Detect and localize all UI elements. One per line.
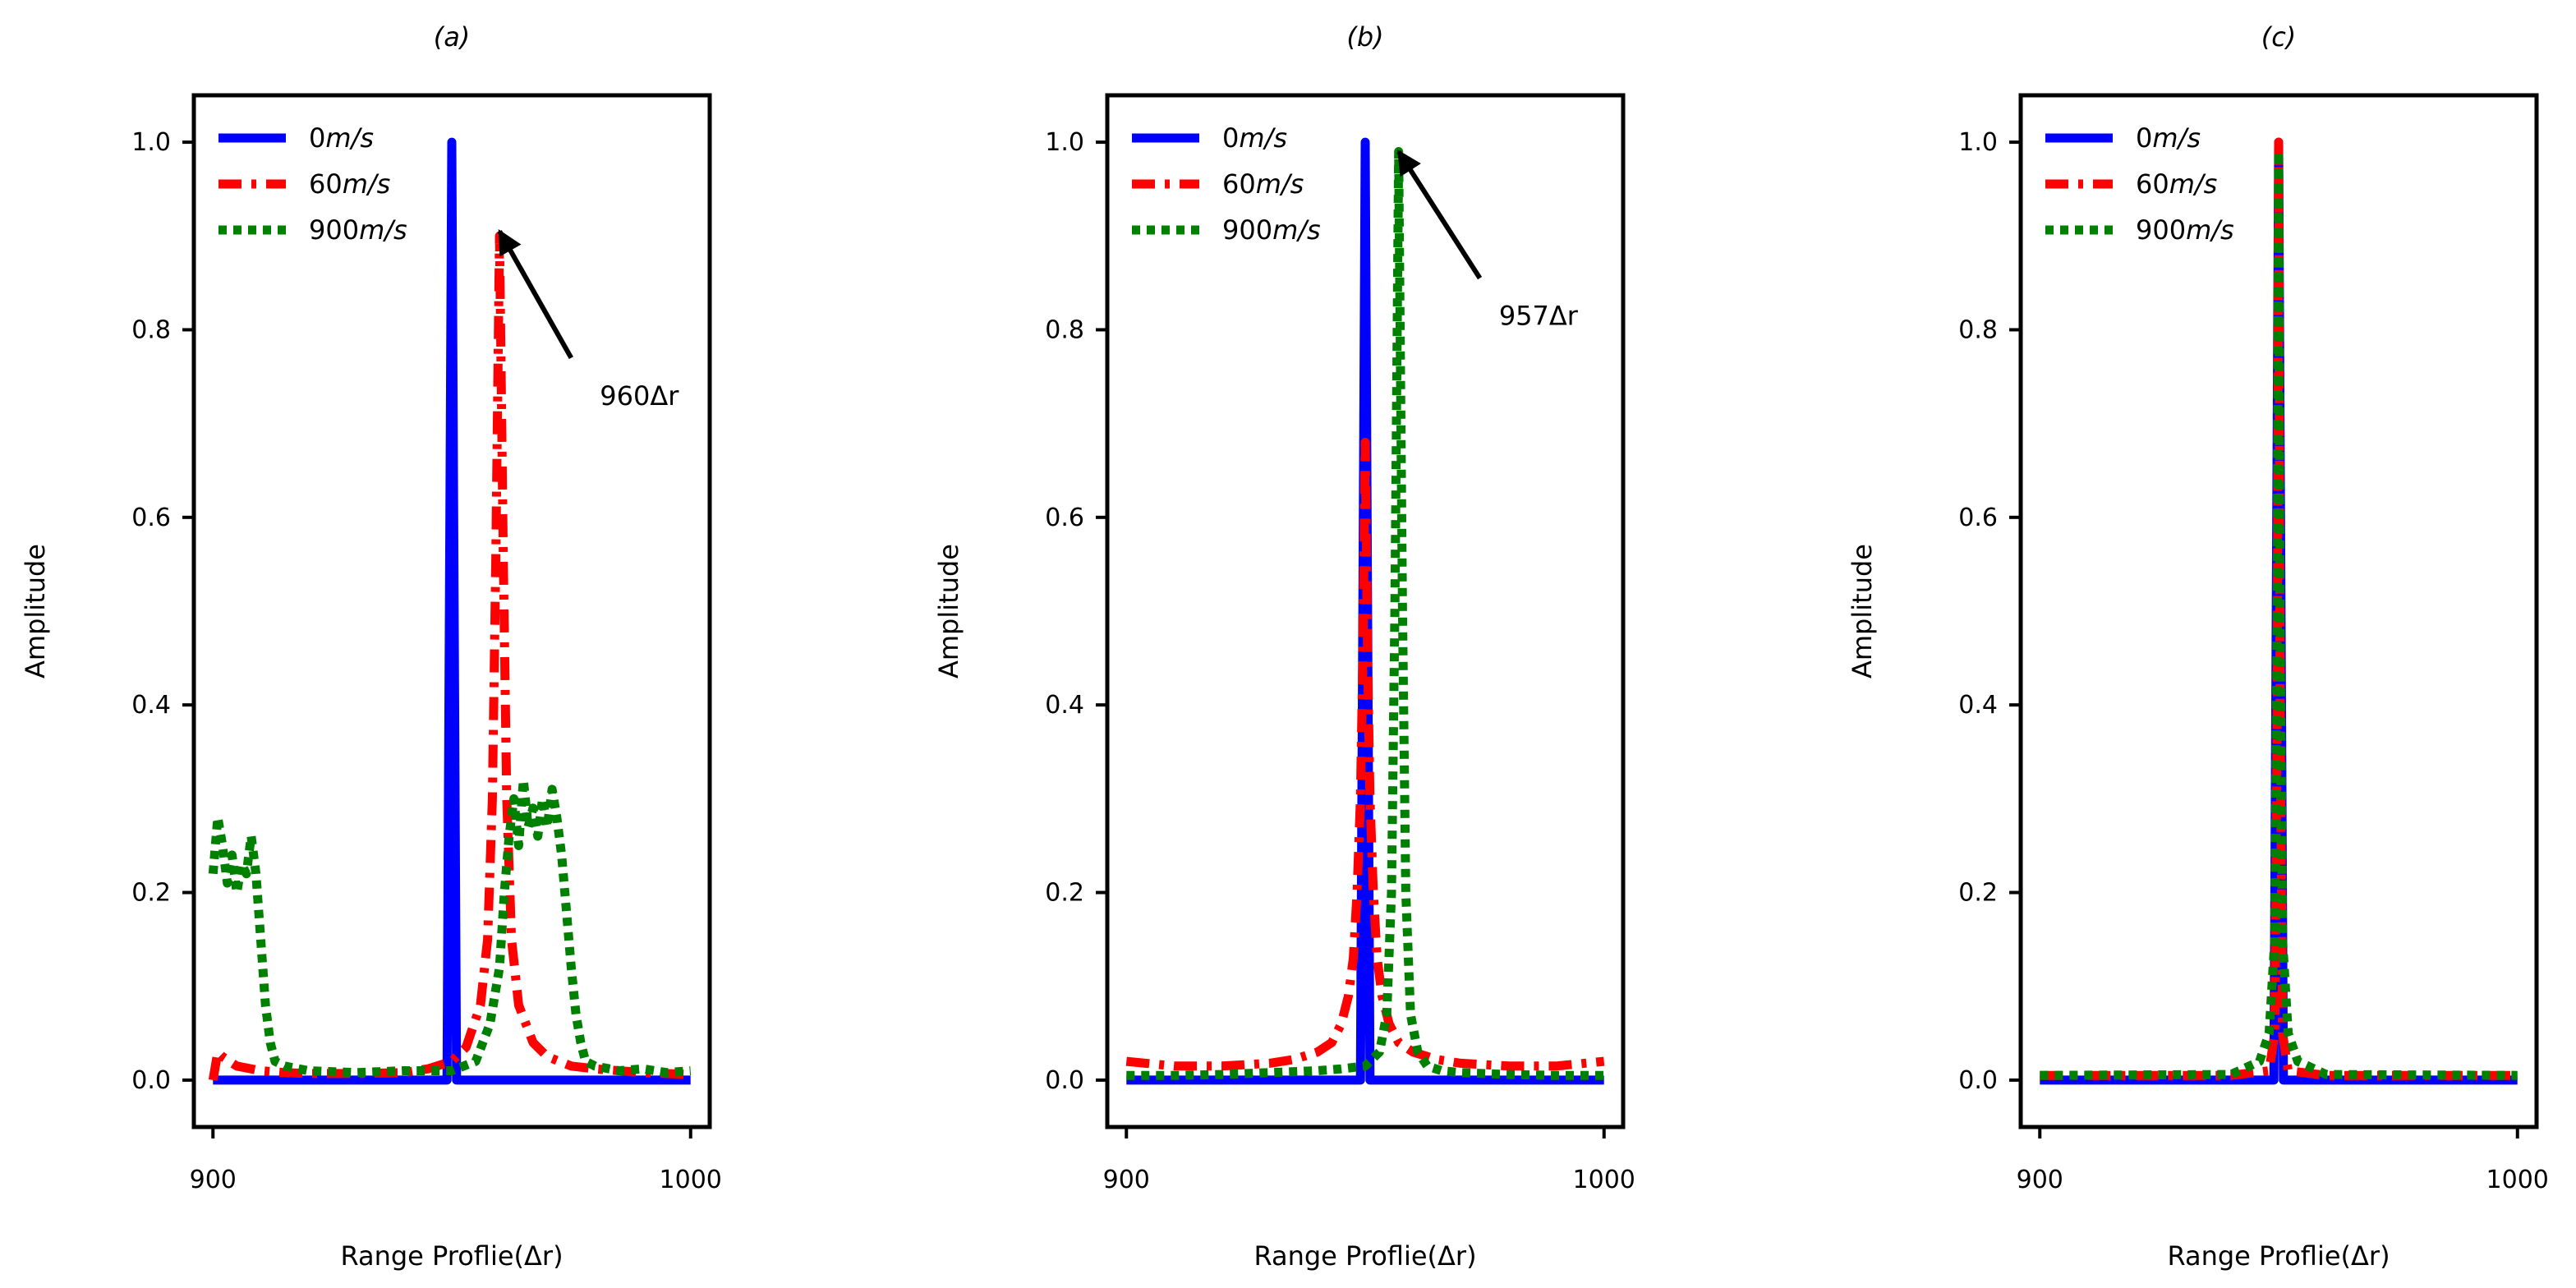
panel-c: (c) 0.0 0.2 0.4 0.6 0.8 1.0 900 1000 Range Profli… (1847, 21, 2549, 1272)
panel-title: (c) (2261, 21, 2297, 53)
y-tick-label: 0.0 (131, 1066, 171, 1095)
y-axis-label: Amplitude (1847, 544, 1878, 678)
legend-value: 900 (1222, 214, 1272, 246)
legend-label-900ms: 900m/s (309, 214, 407, 246)
y-tick-label: 0.4 (1045, 691, 1084, 720)
annotation: 960Δr (497, 228, 679, 412)
x-tick-label: 1000 (2486, 1166, 2549, 1194)
series-line-60ms (2040, 137, 2518, 1080)
axes-frame (191, 93, 712, 1129)
x-tick-label: 900 (2017, 1166, 2063, 1194)
series-group (208, 137, 692, 1085)
annotation-arrow (1396, 149, 1483, 280)
panel-title: (a) (434, 21, 471, 53)
legend-value: 0 (309, 122, 325, 154)
y-tick-label: 0.6 (1045, 504, 1084, 532)
legend-label-0ms: 0m/s (309, 122, 374, 154)
legend-value: 60 (1222, 168, 1256, 200)
legend-unit: m/s (2169, 168, 2218, 200)
annotation-label: 957Δr (1499, 301, 1579, 332)
y-tick-label: 0.0 (1045, 1066, 1084, 1095)
x-axis-label: Range Proflie(Δr) (2167, 1240, 2390, 1272)
y-tick-label: 1.0 (1045, 128, 1084, 157)
legend-unit: m/s (325, 122, 374, 154)
series-line-900ms (2040, 147, 2518, 1080)
y-axis-label: Amplitude (933, 544, 964, 678)
x-tick-label: 900 (1103, 1166, 1150, 1194)
series-line-60ms (1125, 438, 1605, 1071)
legend-unit: m/s (1256, 168, 1304, 200)
x-tick-label: 1000 (660, 1166, 722, 1194)
y-tick-label: 1.0 (1958, 128, 1998, 157)
series-line-0ms (1126, 137, 1604, 1085)
legend-unit: m/s (359, 214, 407, 246)
legend-label-60ms: 60m/s (1222, 168, 1304, 200)
panel-title: (b) (1346, 21, 1383, 53)
legend-unit: m/s (2186, 214, 2234, 246)
y-axis-label: Amplitude (20, 544, 51, 678)
axes-frame (1105, 93, 1626, 1129)
panel-a: (a) 0.0 0.2 0.4 0.6 0.8 1.0 900 1000 Range Profli… (20, 21, 722, 1272)
legend-unit: m/s (343, 168, 391, 200)
legend-label-60ms: 60m/s (309, 168, 390, 200)
series-line-900ms (1126, 147, 1604, 1080)
legend-unit: m/s (1272, 214, 1321, 246)
y-tick-label: 0.4 (1958, 691, 1998, 720)
y-tick-label: 1.0 (131, 128, 171, 157)
y-tick-label: 0.2 (131, 879, 171, 908)
legend-label-60ms: 60m/s (2136, 168, 2217, 200)
y-tick-label: 0.2 (1045, 879, 1084, 908)
x-axis-label: Range Proflie(Δr) (340, 1240, 563, 1272)
y-tick-label: 0.8 (1045, 315, 1084, 344)
legend-unit: m/s (1239, 122, 1287, 154)
x-tick-label: 900 (190, 1166, 237, 1194)
annotation: 957Δr (1396, 149, 1579, 332)
legend-value: 900 (309, 214, 359, 246)
legend-label-900ms: 900m/s (1222, 214, 1321, 246)
legend-value: 60 (309, 168, 343, 200)
y-tick-label: 0.2 (1958, 879, 1998, 908)
series-group (2040, 137, 2518, 1085)
annotation-label: 960Δr (600, 380, 679, 412)
series-line-900ms (208, 775, 692, 1078)
legend-unit: m/s (2152, 122, 2201, 154)
y-tick-label: 0.4 (131, 691, 171, 720)
x-tick-label: 1000 (1573, 1166, 1635, 1194)
y-tick-label: 0.0 (1958, 1066, 1998, 1095)
y-tick-label: 0.6 (131, 504, 171, 532)
series-group (1125, 137, 1605, 1085)
x-axis-label: Range Proflie(Δr) (1254, 1240, 1476, 1272)
legend-value: 900 (2136, 214, 2186, 246)
legend-value: 0 (1222, 122, 1239, 154)
panel-b: (b) 0.0 0.2 0.4 0.6 0.8 1.0 900 1000 Range Profli… (933, 21, 1635, 1272)
axes-frame (2018, 93, 2539, 1129)
legend-label-0ms: 0m/s (2136, 122, 2201, 154)
y-tick-label: 0.8 (131, 315, 171, 344)
y-tick-label: 0.8 (1958, 315, 1998, 344)
legend-label-0ms: 0m/s (1222, 122, 1287, 154)
legend-value: 60 (2136, 168, 2169, 200)
y-tick-label: 0.6 (1958, 504, 1998, 532)
legend-label-900ms: 900m/s (2136, 214, 2234, 246)
annotation-arrow (497, 228, 573, 360)
series-line-0ms (213, 137, 691, 1085)
legend-value: 0 (2136, 122, 2152, 154)
